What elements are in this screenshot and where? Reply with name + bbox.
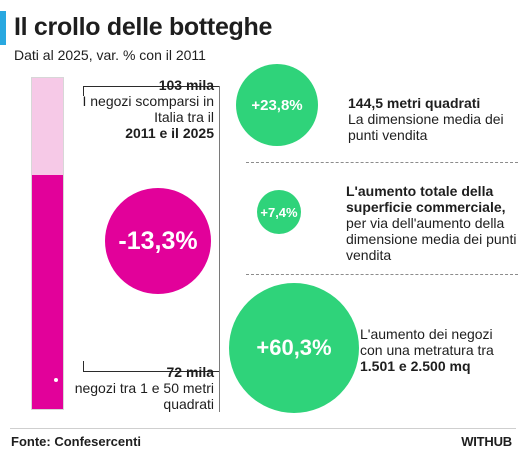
brand-logo: WITHUB [461,434,512,449]
page-title: Il crollo delle botteghe [14,13,273,41]
indicator-text-size: 144,5 metri quadrati La dimensione media… [348,95,518,143]
footer-rule [10,428,516,429]
label-lost-shops-text: I negozi scomparsi in Italia tra il [82,93,214,125]
label-lost-shops-value: 103 mila [158,77,214,93]
separator-2 [246,274,518,275]
indicator-circle-surface: +7,4% [257,190,301,234]
bar-marker-dot [54,378,58,382]
leader-tick-top [83,86,84,96]
indicator-large-shops-bold: 1.501 e 2.500 mq [360,358,471,374]
source-credit: Fonte: Confesercenti [11,434,142,449]
bar-frame [31,77,64,410]
leader-line-bottom [83,371,220,372]
label-small-shops-value: 72 mila [166,364,214,380]
indicator-circle-size: +23,8% [236,64,318,146]
indicator-size-desc: La dimensione media dei punti vendita [348,111,504,143]
title-accent-bar [0,11,6,45]
indicator-text-large-shops: L'aumento dei negozi con una metratura t… [360,326,510,374]
page-subtitle: Dati al 2025, var. % con il 2011 [14,47,206,63]
indicator-text-surface: L'aumento totale della superficie commer… [346,183,520,263]
label-small-shops-text: negozi tra 1 e 50 metri quadrati [74,380,214,412]
leader-line-top [83,86,220,87]
label-small-shops: 72 mila negozi tra 1 e 50 metri quadrati [54,364,214,412]
indicator-large-shops-desc: L'aumento dei negozi con una metratura t… [360,326,494,358]
bar-segment-small-shops [32,175,63,409]
indicator-size-bold: 144,5 metri quadrati [348,95,481,111]
label-lost-shops-years: 2011 e il 2025 [125,125,214,141]
change-circle-main: -13,3% [105,188,211,294]
bar-segment-lost-shops [32,78,63,175]
indicator-circle-large-shops: +60,3% [229,283,359,413]
label-lost-shops: 103 mila I negozi scomparsi in Italia tr… [54,77,214,141]
vertical-divider [219,86,220,412]
separator-1 [246,162,518,163]
indicator-surface-desc: per via dell'aumento della dimensione me… [346,215,517,263]
leader-tick-bottom [83,361,84,371]
indicator-surface-bold: L'aumento totale della superficie commer… [346,183,506,215]
